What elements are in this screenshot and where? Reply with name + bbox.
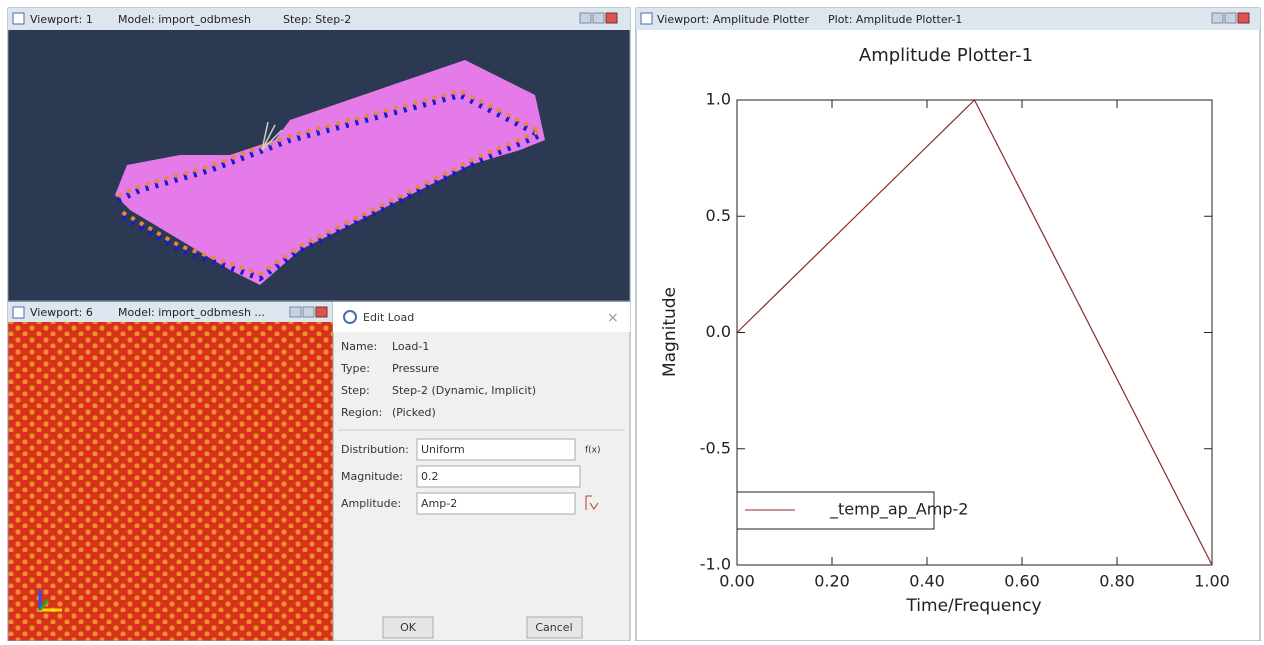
x-tick-label: 0.60 [1004,572,1040,591]
y-tick-label: -0.5 [700,438,731,457]
x-tick-label: 0.80 [1099,572,1135,591]
x-tick-label: 0.40 [909,572,945,591]
viewport-frame [8,302,333,641]
model-name: Model: import_odbmesh [118,13,251,26]
button-label: OK [400,621,417,634]
input-value: 0.2 [421,470,439,483]
x-tick-label: 0.20 [814,572,850,591]
legend-label: _temp_ap_Amp-2 [829,500,968,520]
field-label: Step: [341,384,370,397]
y-axis-label: Magnitude [660,287,680,377]
button-label: Cancel [535,621,572,634]
field-value: Pressure [392,362,439,375]
field-label: Region: [341,406,382,419]
dropdown-value: Amp-2 [421,497,457,510]
close-button[interactable]: × [607,310,619,326]
field-value: Step-2 (Dynamic, Implicit) [392,384,536,397]
field-label: Name: [341,340,377,353]
step-name: Step: Step-2 [283,13,351,26]
model-name: Model: import_odbmesh ... [118,306,265,319]
plot-viewport: Viewport: Amplitude Plotter Plot: Amplit… [636,8,1260,641]
y-tick-label: 0.5 [706,206,731,225]
chart-title: Amplitude Plotter-1 [859,45,1033,66]
screen: Viewport: 1 Model: import_odbmesh Step: … [0,0,1264,641]
y-tick-label: 0.0 [706,322,731,341]
viewport-icon [13,307,24,318]
field-value: (Picked) [392,406,436,419]
x-tick-label: 0.00 [719,572,755,591]
field-label: Amplitude: [341,497,401,510]
viewport-title: Viewport: Amplitude Plotter [657,13,810,26]
viewport-title: Viewport: 6 [30,306,93,319]
y-tick-label: -1.0 [700,555,731,574]
window-controls[interactable] [580,13,617,23]
window-controls[interactable] [290,307,327,317]
viewport-1: Viewport: 1 Model: import_odbmesh Step: … [8,8,630,301]
dropdown-value: Uniform [421,443,465,456]
viewport-title: Viewport: 1 [30,13,93,26]
text-input[interactable] [417,466,580,487]
field-label: Distribution: [341,443,409,456]
field-label: Type: [340,362,370,375]
viewport-icon [641,13,652,24]
viewport-6: Viewport: 6 Model: import_odbmesh ... [8,302,333,641]
x-axis-label: Time/Frequency [905,596,1041,616]
dialog-title: Edit Load [363,311,414,324]
viewport-icon [13,13,24,24]
field-label: Magnitude: [341,470,403,483]
function-button[interactable]: f(x) [585,446,601,456]
plot-name: Plot: Amplitude Plotter-1 [828,13,962,26]
y-tick-label: 1.0 [706,90,731,109]
x-tick-label: 1.00 [1194,572,1230,591]
window-controls[interactable] [1212,13,1249,23]
edit-load-dialog: Edit Load × Name: Load-1 Type: Pressure Step… [333,302,630,641]
field-value: Load-1 [392,340,429,353]
